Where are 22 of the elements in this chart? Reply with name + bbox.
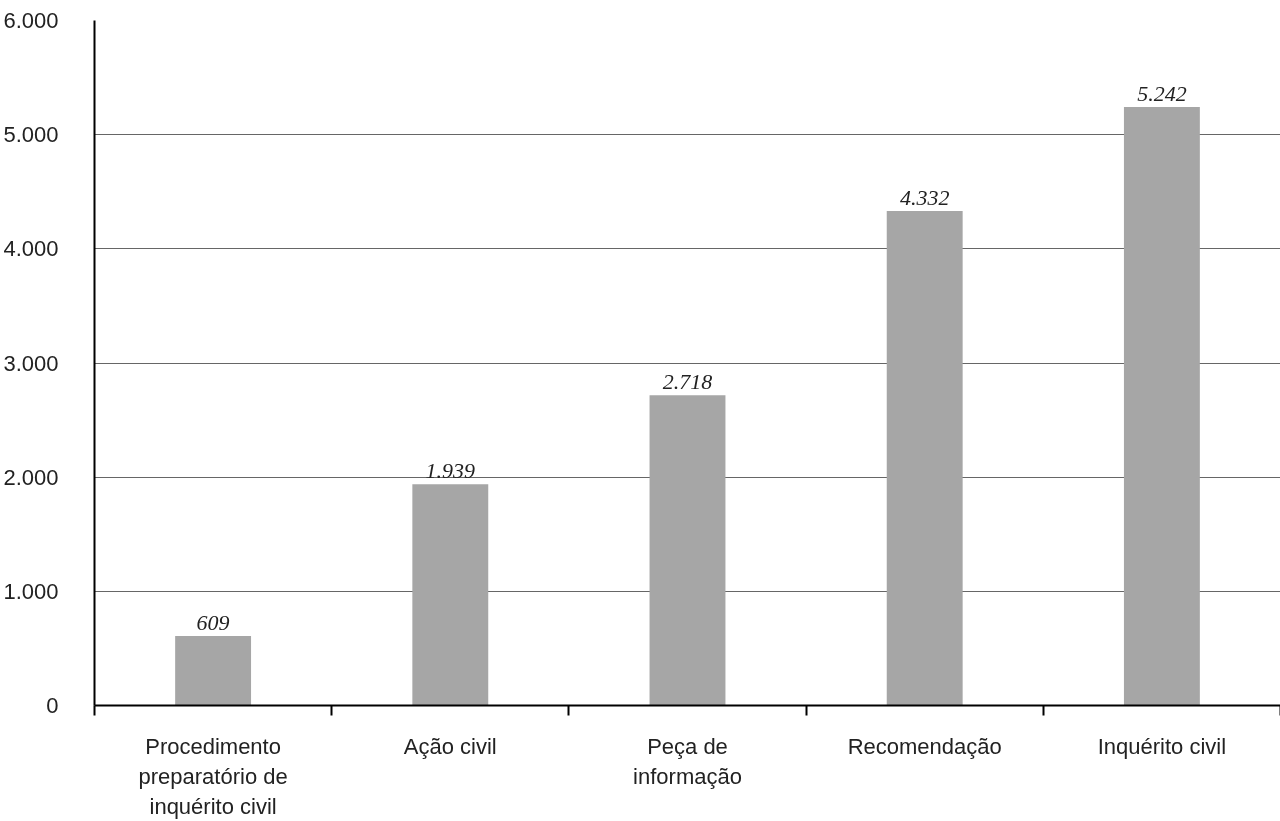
x-tick-label: Procedimento preparatório de inquérito civil [138, 733, 288, 819]
y-tick-label: 4.000 [3, 236, 59, 262]
data-label: 1.939 [425, 458, 476, 484]
bar [175, 635, 252, 706]
y-tick-label: 0 [46, 693, 59, 718]
data-label: 609 [196, 609, 230, 635]
x-tick-label: Ação civil [403, 733, 497, 759]
data-label: 2.718 [662, 369, 713, 395]
bar [649, 395, 726, 706]
y-tick-label: 1.000 [3, 578, 59, 604]
x-tick-label: Inquérito civil [1097, 733, 1227, 759]
y-tick-label: 6.000 [3, 8, 59, 33]
data-label: 4.332 [899, 184, 950, 210]
bar [886, 210, 963, 706]
y-tick-label: 3.000 [3, 350, 59, 376]
y-tick-label: 2.000 [3, 464, 59, 490]
y-tick-label: 5.000 [3, 122, 59, 148]
bar [1123, 107, 1200, 706]
bar [412, 484, 489, 706]
x-tick-label: Recomendação [847, 733, 1002, 759]
x-tick-label: Peça de informação [633, 733, 742, 789]
data-label: 5.242 [1137, 81, 1187, 107]
